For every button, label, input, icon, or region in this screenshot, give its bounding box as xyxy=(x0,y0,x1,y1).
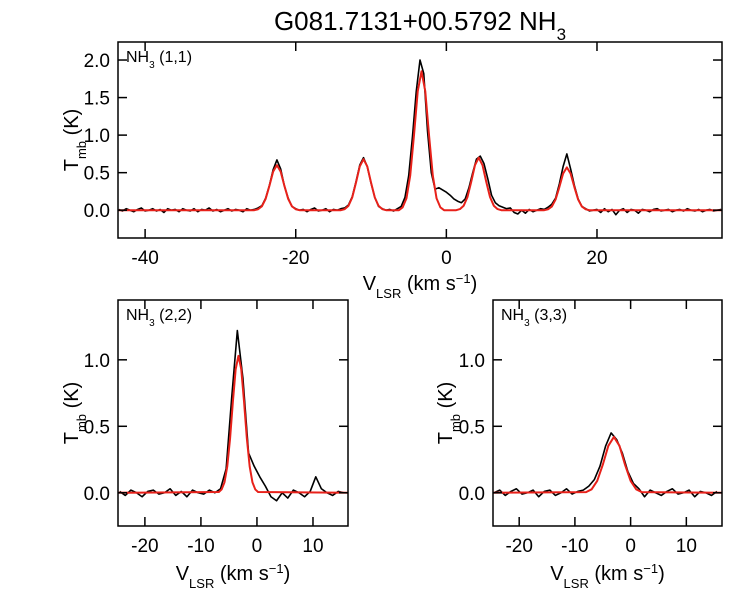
y-axis-label-part: T xyxy=(61,159,83,171)
x-axis-label-part: LSR xyxy=(189,576,214,591)
chart-title-part: 3 xyxy=(557,25,566,44)
y-axis-label-part: (K) xyxy=(435,382,457,414)
y-tick-label: 0.5 xyxy=(459,417,485,438)
x-tick-label: -20 xyxy=(131,536,158,557)
x-axis-label-part: −1 xyxy=(269,561,284,576)
panel-label-part: (1,1) xyxy=(155,49,192,66)
y-axis-label-part: (K) xyxy=(61,109,83,141)
x-axis-label-part: V xyxy=(363,273,377,295)
x-axis-label-part: (km s xyxy=(589,563,643,585)
plot-frame xyxy=(117,299,349,527)
x-tick-label: 10 xyxy=(302,536,323,557)
panel-label: NH3 (3,3) xyxy=(501,307,567,329)
y-axis-label-part: (K) xyxy=(61,382,83,414)
x-axis-label-part: LSR xyxy=(564,576,589,591)
y-tick-label: 1.5 xyxy=(84,89,110,110)
x-axis-label-part: (km s xyxy=(401,273,455,295)
x-tick-label: -10 xyxy=(561,536,588,557)
y-tick-label: 0.0 xyxy=(84,484,110,505)
plot-frame xyxy=(492,299,723,527)
y-tick-label: 0.0 xyxy=(459,484,485,505)
y-axis-label: Tmb (K) xyxy=(61,109,89,172)
x-axis-label-part: ) xyxy=(658,563,665,585)
x-axis-label-part: (km s xyxy=(214,563,268,585)
panel-label-part: (2,2) xyxy=(155,307,192,324)
y-axis-label-part: T xyxy=(61,432,83,444)
panel-label-part: NH xyxy=(126,307,149,324)
x-tick-label: 0 xyxy=(252,536,263,557)
x-tick-label: -20 xyxy=(282,248,309,269)
panel-label: NH3 (2,2) xyxy=(126,307,192,329)
y-axis-label-part: T xyxy=(435,432,457,444)
panel-label-part: 3 xyxy=(524,318,530,329)
x-tick-label: 20 xyxy=(586,248,607,269)
y-tick-label: 0.0 xyxy=(84,201,110,222)
panel-label-part: NH xyxy=(501,307,524,324)
x-tick-label: 10 xyxy=(676,536,697,557)
plot-frame xyxy=(117,41,723,239)
x-tick-label: 0 xyxy=(441,248,452,269)
x-axis-label: VLSR (km s−1) xyxy=(363,271,478,301)
panel-label-part: 3 xyxy=(149,60,155,71)
x-axis-label-part: −1 xyxy=(643,561,658,576)
y-tick-label: 0.5 xyxy=(84,417,110,438)
y-tick-label: 1.0 xyxy=(84,126,110,147)
panel-label: NH3 (1,1) xyxy=(126,49,192,71)
y-axis-label-part: mb xyxy=(448,414,463,432)
fit-line xyxy=(493,435,722,494)
y-axis-label: Tmb (K) xyxy=(435,382,463,445)
y-axis-label: Tmb (K) xyxy=(61,382,89,445)
x-axis-label-part: −1 xyxy=(456,271,471,286)
x-tick-label: 0 xyxy=(625,536,636,557)
x-tick-label: -40 xyxy=(131,248,158,269)
chart-title-part: G081.7131+00.5792 NH xyxy=(274,6,557,36)
x-axis-label-part: ) xyxy=(284,563,291,585)
fit-line xyxy=(118,70,722,212)
x-axis-label-part: V xyxy=(176,563,190,585)
panel-label-part: (3,3) xyxy=(530,307,567,324)
x-tick-label: -10 xyxy=(187,536,214,557)
y-tick-label: 2.0 xyxy=(84,51,110,72)
y-tick-label: 1.0 xyxy=(84,351,110,372)
panel-label-part: 3 xyxy=(149,318,155,329)
y-tick-label: 1.0 xyxy=(459,351,485,372)
y-axis-label-part: mb xyxy=(74,414,89,432)
fit-line xyxy=(118,354,348,494)
x-axis-label-part: ) xyxy=(471,273,478,295)
y-tick-label: 0.5 xyxy=(84,164,110,185)
observed-spectrum xyxy=(493,432,718,498)
x-axis-label-part: V xyxy=(550,563,564,585)
chart-title: G081.7131+00.5792 NH3 xyxy=(274,6,566,44)
y-axis-label-part: mb xyxy=(74,141,89,159)
x-axis-label: VLSR (km s−1) xyxy=(550,561,665,591)
x-tick-label: -20 xyxy=(505,536,532,557)
panel-label-part: NH xyxy=(126,49,149,66)
x-axis-label: VLSR (km s−1) xyxy=(176,561,291,591)
x-axis-label-part: LSR xyxy=(376,286,401,301)
